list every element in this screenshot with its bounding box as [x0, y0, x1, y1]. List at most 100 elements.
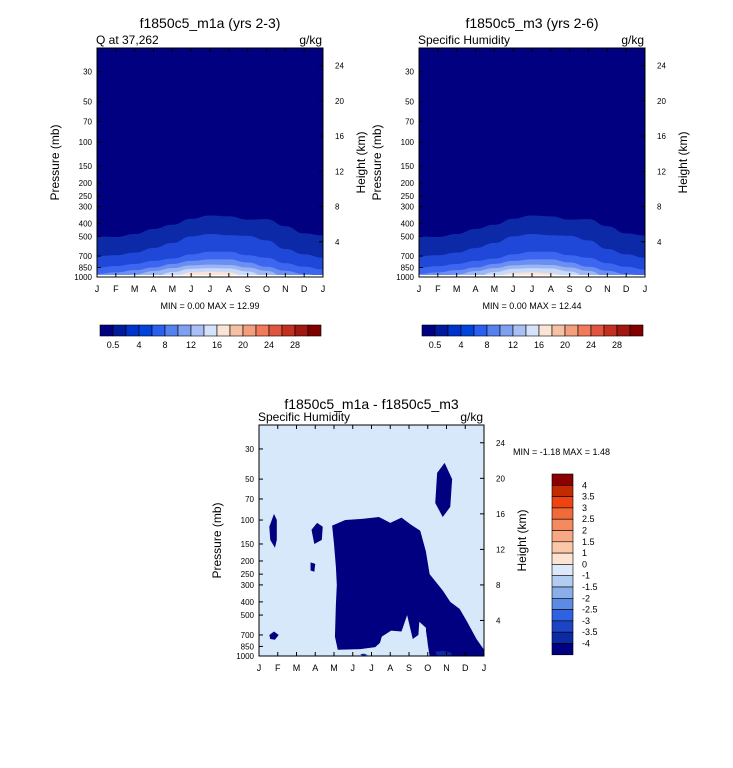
- panel1-chart: f1850c5_m1a (yrs 2-3) Q at 37,262 g/kg J F M A…: [48, 15, 368, 311]
- colorbar-panel1-swatch: [203, 324, 218, 337]
- panel1-rtick-label: 4: [335, 238, 340, 247]
- panel3-ytick-label: 850: [241, 642, 255, 651]
- colorbar-panel2: 0.5 4 8 12 16 20 24 28: [421, 324, 644, 350]
- colorbar-panel2-label: 28: [612, 340, 622, 350]
- colorbar-panel2-swatch: [564, 324, 579, 337]
- colorbar-diff-label: -2.5: [582, 605, 598, 615]
- colorbar-panel2-swatch: [590, 324, 605, 337]
- panel1-ytick-label: 700: [79, 252, 93, 261]
- colorbar-panel1-swatch: [216, 324, 231, 337]
- colorbar-panel1-swatch: [294, 324, 309, 337]
- panel2-ytick-label: 250: [401, 192, 415, 201]
- panel2-xtick-label: F: [435, 284, 441, 294]
- panel3-contour-8: [360, 653, 368, 656]
- colorbar-diff-swatch: [551, 643, 574, 656]
- panel1-rtick-label: 8: [335, 203, 340, 212]
- colorbar-panel1-swatch: [138, 324, 153, 337]
- colorbar-panel1-swatch: [268, 324, 283, 337]
- panel3-xtick-label: N: [443, 663, 450, 673]
- colorbar-panel1-swatch: [307, 324, 322, 337]
- panel1-xtick-label: A: [150, 284, 156, 294]
- colorbar-panel2-swatch: [577, 324, 592, 337]
- panel3-minmax: MIN = -1.18 MAX = 1.48: [513, 447, 610, 457]
- colorbar-panel1-label: 20: [238, 340, 248, 350]
- colorbar-panel1-swatch: [125, 324, 140, 337]
- colorbar-diff-swatch: [551, 552, 574, 565]
- panel3-contour-3: [311, 522, 323, 544]
- panel1-ytick-label: 1000: [74, 273, 92, 282]
- panel1-ytick-label: 200: [79, 179, 93, 188]
- panel2-left-label: Specific Humidity: [418, 33, 510, 47]
- panel1-xtick-label: A: [226, 284, 232, 294]
- colorbar-diff-label: -4: [582, 639, 590, 649]
- panel1-rtick-label: 20: [335, 97, 344, 106]
- panel2-rtick-label: 4: [657, 238, 662, 247]
- panel3-ytick-label: 150: [241, 540, 255, 549]
- panel2-xtick-label: J: [417, 284, 422, 294]
- panel2-ytick-label: 300: [401, 203, 415, 212]
- colorbar-diff-label: 0: [582, 559, 587, 569]
- colorbar-diff-label: 4: [582, 480, 587, 490]
- colorbar-panel1-swatch: [177, 324, 192, 337]
- colorbar-panel2-swatch: [603, 324, 618, 337]
- colorbar-diff-label: 3: [582, 503, 587, 513]
- panel3-rtick-label: 20: [496, 474, 505, 483]
- colorbar-panel1-swatch: [164, 324, 179, 337]
- panel1-rtick-label: 24: [335, 62, 344, 71]
- colorbar-panel2-swatch: [486, 324, 501, 337]
- colorbar-diff-label: -1.5: [582, 582, 598, 592]
- colorbar-diff-label: 2: [582, 526, 587, 536]
- colorbar-diff-swatch: [551, 564, 574, 577]
- colorbar-diff-swatch: [551, 575, 574, 588]
- panel2-ytick-label: 30: [405, 68, 414, 77]
- colorbar-panel1-swatch: [242, 324, 257, 337]
- colorbar-panel1-label: 12: [186, 340, 196, 350]
- panel3-ytick-label: 100: [241, 516, 255, 525]
- colorbar-diff-swatch: [551, 586, 574, 599]
- panel2-xtick-label: M: [491, 284, 499, 294]
- colorbar-diff-swatch: [551, 507, 574, 520]
- colorbar-panel1-label: 0.5: [107, 340, 120, 350]
- panel2-ytick-label: 150: [401, 162, 415, 171]
- panel2-xtick-label: J: [643, 284, 648, 294]
- panel3-contour-6: [425, 625, 435, 640]
- panel1-xtick-label: M: [131, 284, 139, 294]
- colorbar-diff-swatch: [551, 484, 574, 497]
- colorbar-panel1-label: 4: [136, 340, 141, 350]
- colorbar-panel2-swatch: [421, 324, 436, 337]
- panel3-xtick-label: S: [406, 663, 412, 673]
- panel3-ytick-label: 70: [245, 495, 254, 504]
- panel2-xtick-label: N: [604, 284, 611, 294]
- panel2-title: f1850c5_m3 (yrs 2-6): [465, 15, 598, 31]
- panel1-xtick-label: D: [301, 284, 308, 294]
- colorbar-diff-swatch: [551, 518, 574, 531]
- panel1-xtick-label: J: [321, 284, 326, 294]
- panel2-xtick-label: D: [623, 284, 630, 294]
- colorbar-panel1-label: 8: [162, 340, 167, 350]
- colorbar-panel1-swatch: [151, 324, 166, 337]
- colorbar-panel1-label: 24: [264, 340, 274, 350]
- panel3-rtick-label: 8: [496, 581, 501, 590]
- panel1-rtick-label: 16: [335, 132, 344, 141]
- panel3-ytick-label: 50: [245, 475, 254, 484]
- panel2-xtick-label: J: [530, 284, 535, 294]
- colorbar-panel2-swatch: [447, 324, 462, 337]
- panel3-xtick-label: M: [330, 663, 338, 673]
- colorbar-panel2-swatch: [473, 324, 488, 337]
- colorbar-diff: 4 3.532.5 21.510 -1-1.5-2 -2.5-3-3.5 -4: [551, 473, 598, 656]
- panel3-ytick-label: 300: [241, 581, 255, 590]
- colorbar-panel1-swatch: [281, 324, 296, 337]
- panel3-contour-2: [269, 513, 277, 548]
- colorbar-panel1-swatch: [229, 324, 244, 337]
- colorbar-diff-swatch: [551, 597, 574, 610]
- colorbar-diff-swatch: [551, 620, 574, 633]
- panel3-ylabel-right: Height (km): [515, 509, 529, 571]
- panel2-ytick-label: 200: [401, 179, 415, 188]
- panel3-xtick-label: A: [312, 663, 318, 673]
- panel3-xtick-label: J: [257, 663, 262, 673]
- panel2-units-label: g/kg: [621, 33, 644, 47]
- colorbar-panel2-swatch: [616, 324, 631, 337]
- panel2-xtick-label: J: [511, 284, 516, 294]
- panel1-left-label: Q at 37,262: [96, 33, 159, 47]
- panel3-ytick-label: 200: [241, 557, 255, 566]
